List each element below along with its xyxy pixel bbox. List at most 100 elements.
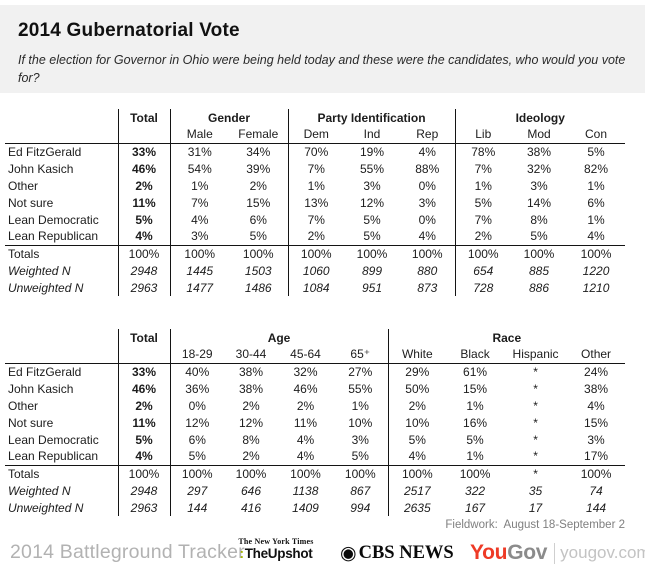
data-cell: 55% <box>360 161 385 176</box>
data-cell: 4% <box>408 449 426 464</box>
data-cell: 5% <box>466 432 484 447</box>
total-cell: 2% <box>118 397 171 414</box>
column-header-con: Con <box>567 126 626 144</box>
row-label: Weighted N <box>5 482 119 499</box>
group-header-race: Race <box>492 330 522 345</box>
data-cell: 2% <box>296 398 315 413</box>
data-cell: 167 <box>465 500 486 515</box>
group-header-row: Total Age Race <box>5 329 625 346</box>
data-cell: 1% <box>307 178 325 193</box>
column-header-dem: Dem <box>288 126 345 144</box>
data-cell: 12% <box>185 415 210 430</box>
data-cell: 2% <box>242 449 260 464</box>
row-label: Unweighted N <box>5 499 119 516</box>
total-cell: 2963 <box>118 279 171 296</box>
data-cell: 1% <box>587 212 605 227</box>
table-row: Other 2% 1% 2% 1% 3% 0% 1% 3% 1% <box>5 177 625 194</box>
data-cell: 38% <box>527 144 552 159</box>
column-header-row: Male Female Dem Ind Rep Lib Mod Con <box>5 126 626 144</box>
row-label: Not sure <box>5 194 119 211</box>
total-cell: 2948 <box>118 482 171 499</box>
data-cell: 3% <box>333 431 389 448</box>
corner-cell <box>5 126 119 144</box>
total-cell: 2% <box>118 177 171 194</box>
data-cell: 100% <box>170 244 229 262</box>
data-cell: 1060 <box>302 263 330 278</box>
table-row: Lean Republican 4% 5% 2% 4% 5% 4% 1% * 17% <box>5 448 625 465</box>
data-cell: 416 <box>240 500 262 515</box>
data-cell: 38% <box>238 381 264 396</box>
total-cell: 46% <box>118 380 171 397</box>
data-cell: 34% <box>229 143 289 160</box>
table-row: Totals 100% 100% 100% 100% 100% 100% 100% 100% 10… <box>5 244 626 262</box>
column-header-male: Male <box>170 126 229 144</box>
data-cell: 1% <box>587 178 605 193</box>
page-title: 2014 Gubernatorial Vote <box>18 20 240 41</box>
data-cell: 100% <box>455 244 512 262</box>
column-header-45-64: 45-64 <box>278 346 333 364</box>
data-cell: 15% <box>463 381 488 396</box>
corner-cell <box>5 109 119 126</box>
yougov-domain-text: yougov.com <box>560 543 645 562</box>
data-cell: 100% <box>170 464 224 482</box>
corner-cell <box>5 329 119 346</box>
row-label: Lean Democratic <box>5 211 119 228</box>
total-subheader-spacer <box>118 126 171 144</box>
data-cell: * <box>533 398 538 413</box>
data-cell: 11% <box>293 415 318 430</box>
nyt-masthead-text: The New York Times <box>238 537 314 546</box>
data-cell: 0% <box>400 177 456 194</box>
data-cell: 2517 <box>403 483 431 498</box>
table-row: Unweighted N 2963 1477 1486 1084 951 873 728 886… <box>5 279 625 296</box>
data-cell: 40% <box>185 364 210 379</box>
column-header-total: Total <box>118 109 171 126</box>
row-label: Weighted N <box>5 262 119 279</box>
data-cell: 6% <box>587 195 605 210</box>
total-cell: 5% <box>118 431 171 448</box>
column-header-lib: Lib <box>455 126 512 144</box>
total-subheader-spacer <box>118 346 171 364</box>
data-cell: 4% <box>400 143 456 160</box>
row-label: Lean Republican <box>5 448 119 465</box>
data-cell: 24% <box>584 364 609 379</box>
data-cell: 31% <box>187 144 212 159</box>
column-header-65plus: 65⁺ <box>333 346 389 364</box>
data-cell: 5% <box>474 195 492 210</box>
column-header-other: Other <box>567 346 626 364</box>
data-cell: 32% <box>527 161 552 176</box>
poll-question-subtitle: If the election for Governor in Ohio wer… <box>18 53 626 85</box>
data-cell: 1% <box>466 398 484 413</box>
data-cell: 2% <box>474 229 492 244</box>
data-cell: 100% <box>567 244 626 262</box>
crosstab-table-age-race: Total Age Race 18-29 30-44 45-64 65⁺ Whi… <box>5 329 626 516</box>
total-cell: 4% <box>118 228 171 245</box>
data-cell: 19% <box>360 144 385 159</box>
data-cell: 3% <box>587 432 605 447</box>
data-cell: 27% <box>333 363 389 380</box>
data-cell: 3% <box>530 178 548 193</box>
total-cell: 33% <box>118 363 171 380</box>
data-cell: 1% <box>333 397 389 414</box>
nyt-upshot-logo: The New York Times :TheUpshot <box>237 537 315 562</box>
data-cell: * <box>533 381 538 396</box>
row-label: Ed FitzGerald <box>5 363 119 380</box>
yougov-you-text: You <box>470 541 508 564</box>
data-cell: 14% <box>527 195 552 210</box>
total-cell: 4% <box>118 448 171 465</box>
data-cell: 100% <box>511 244 568 262</box>
table-row: Unweighted N 2963 144 416 1409 994 2635 167 17 14… <box>5 499 625 516</box>
column-header-row: 18-29 30-44 45-64 65⁺ White Black Hispan… <box>5 346 626 364</box>
data-cell: 100% <box>400 244 456 262</box>
data-cell: 6% <box>188 432 206 447</box>
table-row: Not sure 11% 12% 12% 11% 10% 10% 16% * 15% <box>5 414 625 431</box>
upshot-text: TheUpshot <box>244 545 313 561</box>
total-cell: 46% <box>118 160 171 177</box>
group-header-gender: Gender <box>170 109 289 126</box>
data-cell: 100% <box>229 244 289 262</box>
data-cell: 54% <box>187 161 212 176</box>
data-cell: 322 <box>465 483 486 498</box>
data-cell: 5% <box>363 212 381 227</box>
data-cell: 6% <box>229 211 289 228</box>
data-cell: 5% <box>363 229 381 244</box>
data-cell: 17% <box>584 449 609 464</box>
